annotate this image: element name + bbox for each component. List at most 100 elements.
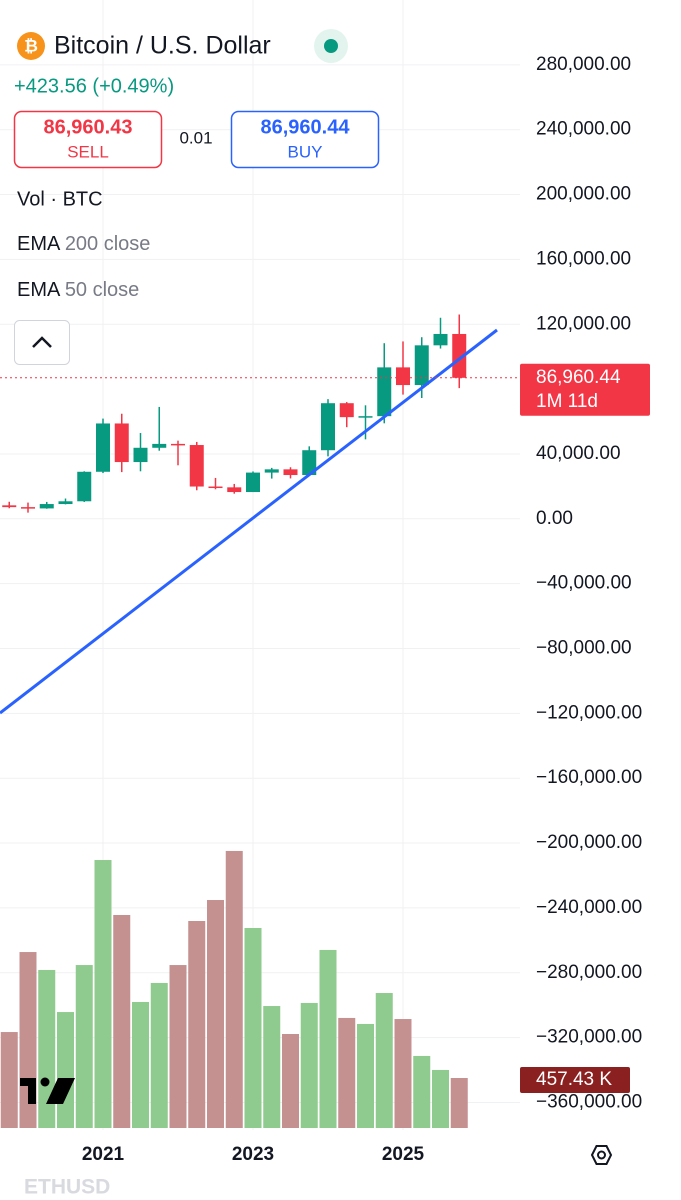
y-tick-label: 160,000.00 [536,248,631,269]
x-tick-label: 2021 [82,1144,125,1165]
spread: 0.01 [179,128,212,147]
candle-body [414,345,429,386]
candle-body [133,447,148,463]
volume-tag [520,1067,630,1093]
candle-body [152,443,167,448]
settings-icon[interactable] [590,1145,613,1165]
y-tick-label: −80,000.00 [536,638,632,659]
candle-body [452,333,467,378]
y-tick-label: −360,000.00 [536,1091,642,1112]
y-tick-label: −160,000.00 [536,767,642,788]
candle-body [396,367,410,386]
volume-pane [0,850,468,1128]
candle-body [171,443,185,446]
settings-icon-center [597,1150,606,1160]
last-price-tag [520,363,650,416]
y-tick-label: 120,000.00 [536,313,631,334]
candle-body [96,423,110,472]
collapse-button[interactable] [14,320,70,365]
logo-part [46,1078,75,1104]
volume-bar [188,921,206,1128]
y-tick-label: 280,000.00 [536,54,631,75]
bitcoin-icon-glyph: ₿ [24,36,38,55]
y-tick-label: −40,000.00 [536,573,632,594]
volume-bar [450,1078,468,1128]
indicator-params: 200 close [65,233,151,255]
volume-bar [57,1012,74,1128]
candle-body [302,450,317,476]
logo-part [28,1078,36,1104]
volume-bar [94,860,112,1128]
volume-label: 457.43 K [536,1069,612,1090]
indicator-params: 50 close [65,279,140,301]
volume-bar [338,1017,356,1128]
symbol-title: Bitcoin / U.S. Dollar [54,32,271,60]
candle-body [433,333,448,346]
candle-body [58,501,73,505]
x-tick-label: 2023 [232,1144,274,1165]
candle-body [321,403,335,451]
overlay: 280,000.00 240,000.00 200,000.00 160,000.00… [0,54,650,1165]
candle-body [377,367,392,417]
y-tick-label: −320,000.00 [536,1027,642,1048]
y-tick-label: −280,000.00 [536,962,642,983]
y-tick-label: 240,000.00 [536,119,631,140]
trend-line[interactable] [0,328,498,715]
volume-bar [0,1032,18,1128]
buy-label: BUY [288,142,323,161]
buy-price: 86,960.44 [261,116,351,138]
tradingview-logo [20,1077,75,1104]
candle-body [358,416,373,418]
volume-bar [263,1006,281,1128]
volume-bar [357,1023,374,1128]
sell-button[interactable] [13,110,163,169]
volume-bar [244,928,262,1128]
chevron-up-icon [32,336,52,348]
volume-bar [300,1002,318,1128]
indicator-legend[interactable]: EMA 50 close [17,279,139,301]
candle-body [21,507,35,509]
volume-bar [132,1001,149,1128]
y-tick-label: 40,000.00 [536,443,621,464]
candle-body [208,486,223,489]
y-tick-label: −120,000.00 [536,702,642,723]
candle-body [339,403,354,418]
volume-bar [225,850,243,1128]
sell-price: 86,960.43 [44,116,133,138]
candle-body [114,423,129,463]
indicator-name: EMA [17,233,61,255]
volume-bar [38,969,56,1128]
candle-body [77,471,92,502]
price-change: +423.56 (+0.49%) [14,75,174,97]
volume-bar [432,1069,449,1128]
volume-bar [394,1019,412,1128]
indicator-name: EMA [17,279,61,301]
volume-bar [150,982,168,1128]
buy-button[interactable] [230,110,380,169]
y-tick-label: 0.00 [536,508,573,529]
last-price-label: 86,960.44 [536,367,621,388]
sell-label: SELL [67,142,109,161]
bitcoin-icon [17,32,45,60]
market-status-dot [324,39,338,53]
candles [2,314,467,513]
next-symbol[interactable]: ETHUSD [24,1176,110,1199]
candle-body [2,505,17,508]
indicator-legend[interactable]: EMA 200 close [17,233,150,255]
candle-body [189,445,204,487]
volume-bar [207,900,224,1128]
volume-bar [113,914,131,1128]
volume-bar [375,993,393,1128]
y-tick-label: −240,000.00 [536,897,642,918]
volume-bar [413,1055,431,1128]
x-tick-label: 2025 [382,1144,425,1165]
volume-bar [75,965,93,1128]
volume-bar [282,1034,299,1128]
y-tick-label: 200,000.00 [536,184,631,205]
volume-bar [169,965,187,1128]
candle-body [283,469,298,476]
volume-legend: Vol · BTC [17,188,103,210]
volume-bar [319,949,337,1128]
